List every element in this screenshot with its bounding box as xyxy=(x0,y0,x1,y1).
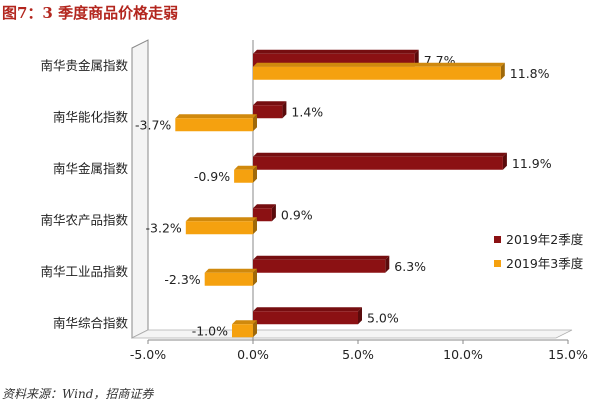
chart-side-wall xyxy=(131,39,149,339)
data-label: -3.7% xyxy=(135,117,171,132)
x-tick-label: -5.0% xyxy=(130,347,166,362)
x-tick-label: 0.0% xyxy=(237,347,269,362)
x-tick-label: 5.0% xyxy=(342,347,374,362)
data-label: 11.9% xyxy=(512,156,552,171)
legend-swatch xyxy=(494,236,501,243)
bar-q2 xyxy=(253,101,287,119)
data-label: 11.8% xyxy=(510,66,550,81)
category-label: 南华能化指数 xyxy=(53,109,129,124)
bar-q2 xyxy=(253,204,276,222)
legend-label: 2019年3季度 xyxy=(506,256,584,271)
bar-q3 xyxy=(253,62,505,80)
category-label: 南华金属指数 xyxy=(53,161,129,176)
category-label: 南华贵金属指数 xyxy=(40,58,128,73)
data-label: 6.3% xyxy=(394,259,426,274)
data-label: 0.9% xyxy=(281,207,313,222)
bar-q2 xyxy=(253,307,362,325)
x-tick-label: 15.0% xyxy=(548,347,588,362)
category-label: 南华农产品指数 xyxy=(40,212,128,227)
data-label: 1.4% xyxy=(291,104,323,119)
bar-q3 xyxy=(175,114,257,132)
bar-q2 xyxy=(253,152,507,170)
category-label: 南华工业品指数 xyxy=(40,264,128,279)
legend-label: 2019年2季度 xyxy=(506,232,584,247)
legend-swatch xyxy=(494,260,501,267)
data-label: -2.3% xyxy=(164,272,200,287)
bar-q3 xyxy=(204,268,257,286)
category-label: 南华综合指数 xyxy=(53,315,129,330)
x-tick-label: 10.0% xyxy=(443,347,483,362)
data-label: -1.0% xyxy=(192,323,228,338)
data-label: -3.2% xyxy=(146,220,182,235)
bar-q3 xyxy=(234,165,257,183)
data-label: 5.0% xyxy=(367,310,399,325)
source-note: 资料来源：Wind，招商证券 xyxy=(2,387,154,401)
bar-q3 xyxy=(185,217,257,235)
bar-q3 xyxy=(232,320,257,338)
figure-title: 图7：3 季度商品价格走弱 xyxy=(2,4,179,22)
data-label: -0.9% xyxy=(194,169,230,184)
bar-q2 xyxy=(253,255,390,273)
